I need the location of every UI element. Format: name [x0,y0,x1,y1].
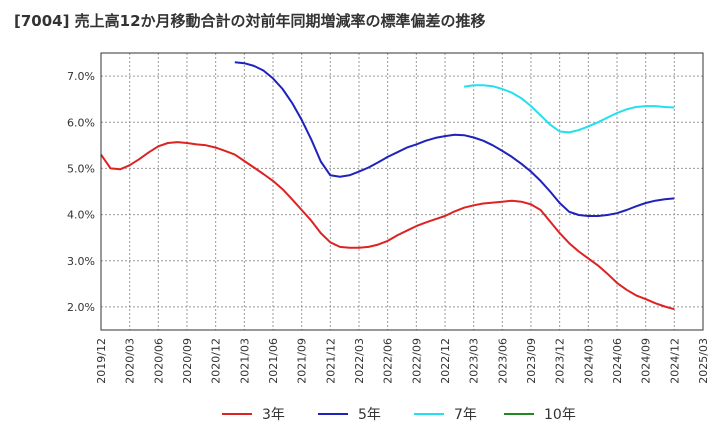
y-tick-label: 2.0% [67,301,95,314]
x-tick-label: 2024/03 [582,338,595,384]
x-tick-label: 2022/12 [439,338,452,384]
x-tick-label: 2020/03 [124,338,137,384]
x-tick-label: 2021/09 [296,338,309,384]
legend: 3年 5年 7年 10年 [222,407,576,423]
x-tick-label: 2021/03 [238,338,251,384]
plot-frame [100,52,704,331]
chart-title: [7004] 売上高12か月移動合計の対前年同期増減率の標準偏差の推移 [14,12,486,30]
x-tick-label: 2024/12 [668,338,681,384]
x-tick-label: 2021/06 [267,338,280,384]
x-axis-ticks: 2019/12 2020/03 2020/06 2020/09 2020/12 2021/… [95,338,710,384]
x-tick-label: 2022/03 [353,338,366,384]
series-line-7年 [463,84,675,134]
x-tick-label: 2023/09 [525,338,538,384]
y-tick-label: 3.0% [67,255,95,268]
y-tick-label: 5.0% [67,162,95,175]
legend-label-10年: 10年 [544,407,576,423]
series-line-3年 [100,141,675,311]
x-tick-label: 2020/12 [210,338,223,384]
x-tick-label: 2022/06 [382,338,395,384]
grid [100,53,704,330]
series-line-5年 [234,61,675,217]
x-tick-label: 2023/12 [554,338,567,384]
x-tick-label: 2024/09 [640,338,653,384]
series-lines [100,61,675,311]
x-tick-label: 2022/09 [410,338,423,384]
y-tick-label: 4.0% [67,209,95,222]
x-tick-label: 2020/06 [152,338,165,384]
x-tick-label: 2023/06 [496,338,509,384]
x-tick-label: 2024/06 [611,338,624,384]
y-axis-ticks: 2.0% 3.0% 4.0% 5.0% 6.0% 7.0% [67,70,95,314]
y-tick-label: 7.0% [67,70,95,83]
x-tick-label: 2023/03 [468,338,481,384]
legend-label-7年: 7年 [454,407,477,423]
legend-label-5年: 5年 [358,407,381,423]
legend-label-3年: 3年 [262,407,285,423]
plot-border [100,52,704,331]
x-tick-label: 2020/09 [181,338,194,384]
x-tick-label: 2025/03 [697,338,710,384]
y-tick-label: 6.0% [67,116,95,129]
x-tick-label: 2019/12 [95,338,108,384]
x-tick-label: 2021/12 [324,338,337,384]
